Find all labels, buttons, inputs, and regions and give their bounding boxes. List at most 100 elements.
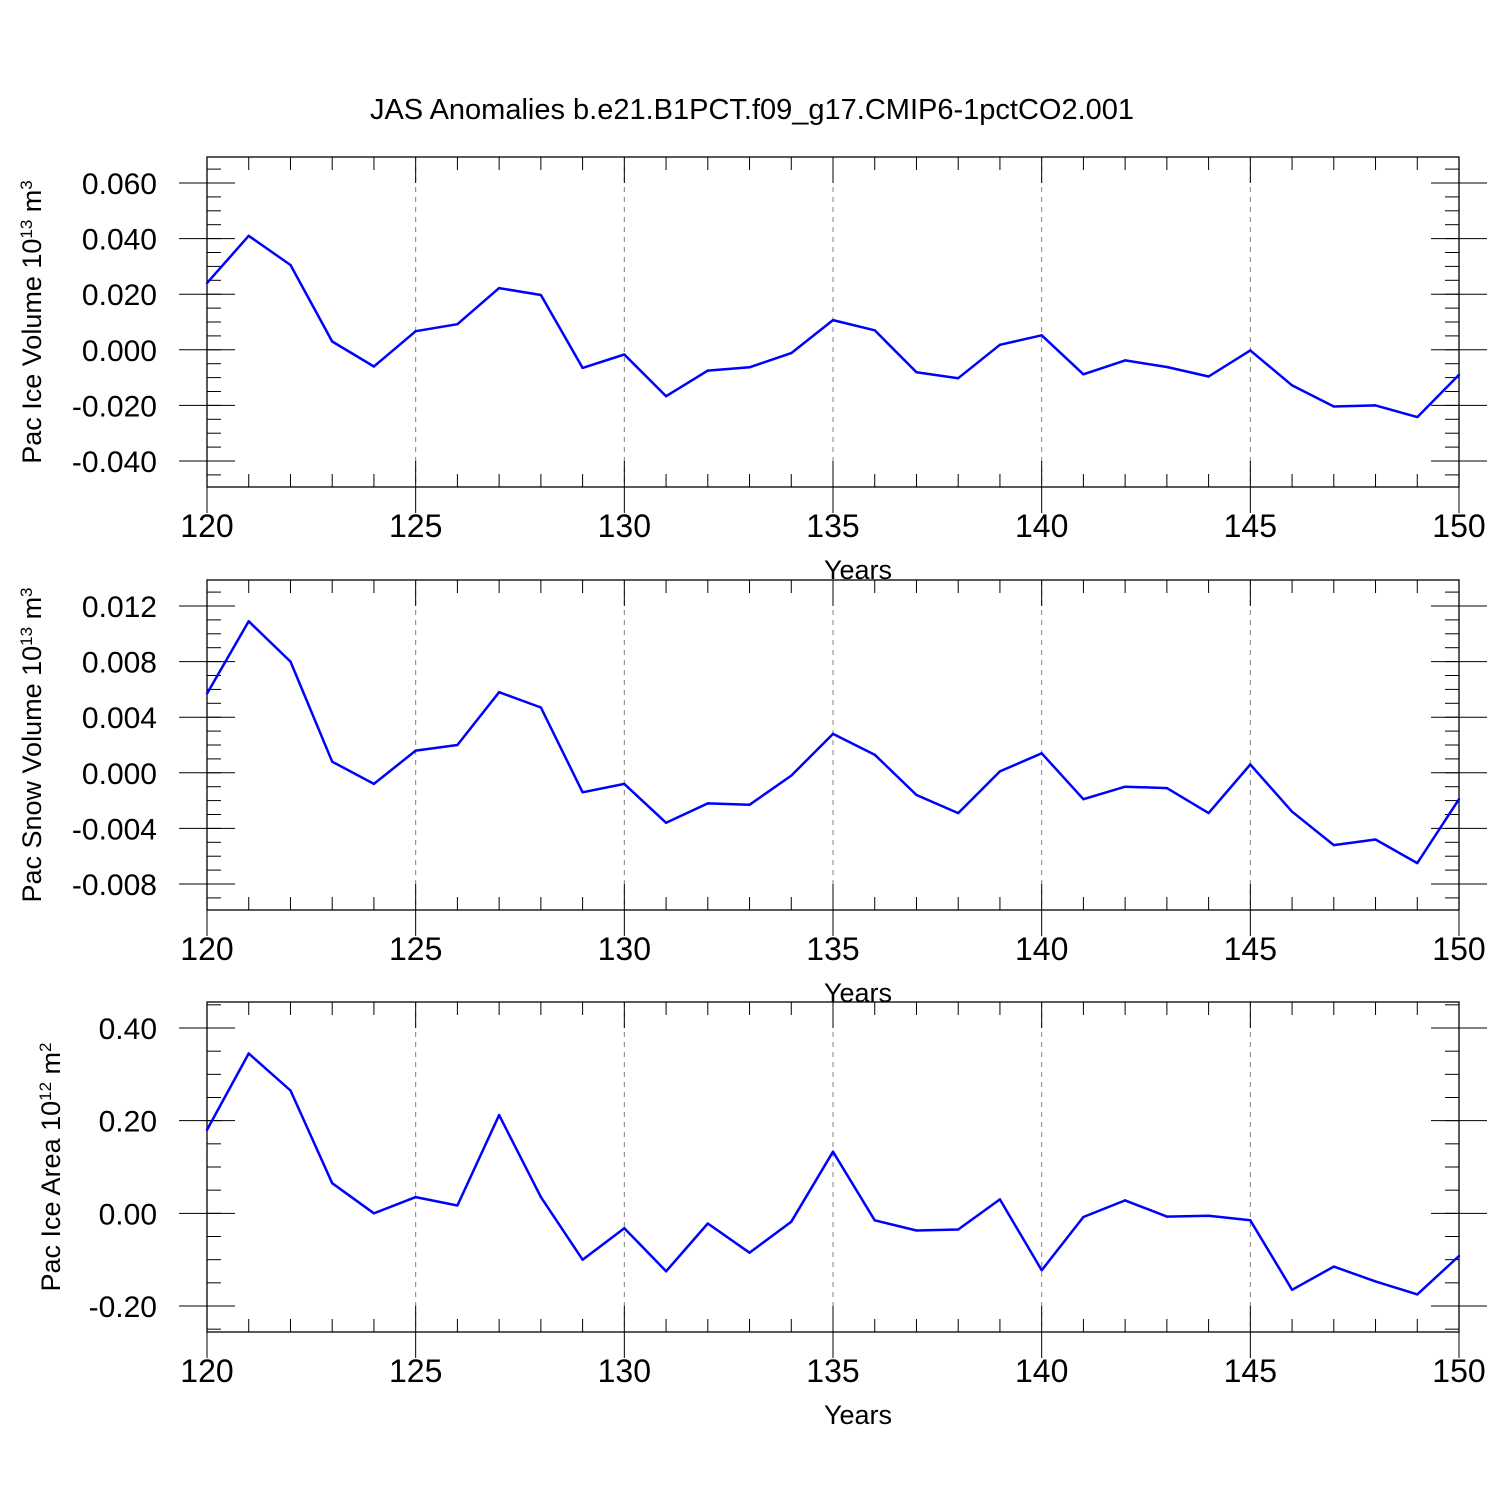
data-point-123 [331, 1182, 334, 1185]
data-point-147 [1332, 843, 1336, 847]
y-axis-title-superscript: 3 [17, 180, 36, 189]
x-axis-title: Years [824, 1400, 892, 1430]
y-tick-label: 0.040 [82, 224, 157, 257]
x-tick-label: 135 [806, 508, 859, 544]
data-point-145 [1249, 1219, 1252, 1222]
x-tick-label: 140 [1015, 508, 1068, 544]
data-point-130 [623, 353, 626, 356]
y-tick-label: 0.20 [99, 1106, 157, 1139]
data-point-129 [581, 366, 584, 370]
x-tick-label: 130 [598, 1353, 651, 1389]
data-point-125 [414, 329, 417, 333]
data-point-120 [205, 692, 209, 695]
y-tick-label: -0.008 [72, 869, 157, 902]
x-tick-label: 145 [1224, 1353, 1277, 1389]
data-point-149 [1416, 415, 1419, 419]
data-point-121 [247, 620, 250, 623]
data-point-122 [289, 1089, 292, 1092]
data-point-146 [1290, 384, 1294, 387]
data-point-133 [748, 366, 751, 369]
data-point-121 [247, 1052, 250, 1055]
data-point-136 [873, 1219, 876, 1222]
data-point-138 [957, 1228, 960, 1231]
y-axis-title-part: m [36, 1052, 66, 1082]
y-tick-label: -0.040 [72, 446, 157, 479]
data-point-131 [664, 1270, 668, 1273]
y-axis-title: Pac Snow Volume 1013 m3 [17, 587, 48, 902]
data-point-133 [748, 803, 751, 806]
data-point-143 [1165, 786, 1169, 790]
y-tick-label: 0.000 [82, 335, 157, 368]
data-point-144 [1207, 375, 1210, 378]
data-point-128 [539, 706, 543, 709]
data-point-134 [790, 351, 793, 355]
x-tick-label: 135 [806, 1353, 859, 1389]
y-tick-label: 0.004 [82, 702, 157, 735]
y-tick-label: 0.020 [82, 279, 157, 312]
data-point-123 [331, 760, 334, 763]
x-tick-label: 130 [598, 931, 651, 967]
data-point-138 [957, 376, 960, 380]
panel-3: 0.40 0.20 0.00 -0.20 120 125 130 135 140 145 150 Ye… [36, 1001, 1487, 1430]
data-point-130 [623, 782, 626, 786]
data-point-141 [1082, 373, 1085, 376]
data-point-129 [581, 791, 584, 794]
data-point-134 [790, 774, 793, 777]
panel-1: 0.060 0.040 0.020 0.000 -0.020 -0.040 120 125 13… [17, 156, 1487, 585]
chart-title: JAS Anomalies b.e21.B1PCT.f09_g17.CMIP6-… [370, 94, 1134, 126]
y-axis-title-superscript: 13 [17, 220, 36, 239]
data-point-145 [1249, 763, 1252, 766]
data-point-127 [497, 690, 501, 694]
data-point-132 [706, 1222, 709, 1225]
data-point-136 [873, 329, 876, 332]
x-tick-label: 145 [1224, 508, 1277, 544]
y-axis-title-part: m [17, 597, 47, 627]
data-point-148 [1374, 1280, 1377, 1283]
x-axis-title: Years [824, 978, 892, 1008]
data-point-124 [372, 365, 376, 368]
data-point-142 [1123, 785, 1127, 788]
data-point-141 [1082, 1215, 1085, 1219]
chart-panels: 0.060 0.040 0.020 0.000 -0.020 -0.040 120 125 13… [17, 156, 1487, 1430]
y-axis-title: Pac Ice Area 1012 m2 [36, 1042, 67, 1291]
data-point-140 [1040, 1269, 1043, 1272]
data-point-137 [915, 371, 918, 374]
data-point-124 [372, 782, 376, 786]
x-tick-label: 150 [1432, 508, 1485, 544]
data-point-132 [706, 369, 709, 372]
data-point-120 [205, 1128, 209, 1132]
x-tick-label: 120 [180, 931, 233, 967]
data-point-138 [957, 811, 960, 815]
data-point-131 [664, 395, 668, 398]
x-tick-label: 130 [598, 508, 651, 544]
data-point-147 [1332, 1265, 1336, 1268]
y-axis-title-superscript: 2 [36, 1042, 55, 1051]
data-point-144 [1207, 811, 1210, 815]
data-point-128 [539, 293, 543, 297]
x-tick-label: 125 [389, 931, 442, 967]
data-point-135 [831, 732, 835, 736]
y-tick-label: 0.00 [99, 1198, 157, 1231]
data-point-122 [289, 660, 292, 663]
data-point-146 [1290, 1288, 1294, 1291]
y-axis-title-superscript: 12 [36, 1082, 55, 1101]
y-axis-title-part: Pac Snow Volume 10 [17, 646, 47, 903]
data-point-137 [915, 1229, 918, 1232]
y-axis-title-part: Pac Ice Area 10 [36, 1101, 66, 1292]
data-point-126 [456, 743, 459, 747]
y-tick-label: -0.004 [72, 813, 157, 846]
x-tick-label: 135 [806, 931, 859, 967]
data-point-148 [1374, 838, 1377, 841]
data-point-133 [748, 1251, 751, 1254]
data-point-142 [1123, 1199, 1127, 1202]
y-tick-label: -0.20 [89, 1291, 157, 1324]
y-tick-label: 0.000 [82, 758, 157, 791]
data-point-137 [915, 793, 918, 797]
data-point-136 [873, 753, 876, 756]
data-point-139 [998, 770, 1002, 773]
data-point-135 [831, 318, 835, 322]
data-point-127 [497, 286, 501, 290]
x-tick-label: 140 [1015, 1353, 1068, 1389]
x-tick-label: 150 [1432, 931, 1485, 967]
data-point-143 [1165, 365, 1169, 369]
